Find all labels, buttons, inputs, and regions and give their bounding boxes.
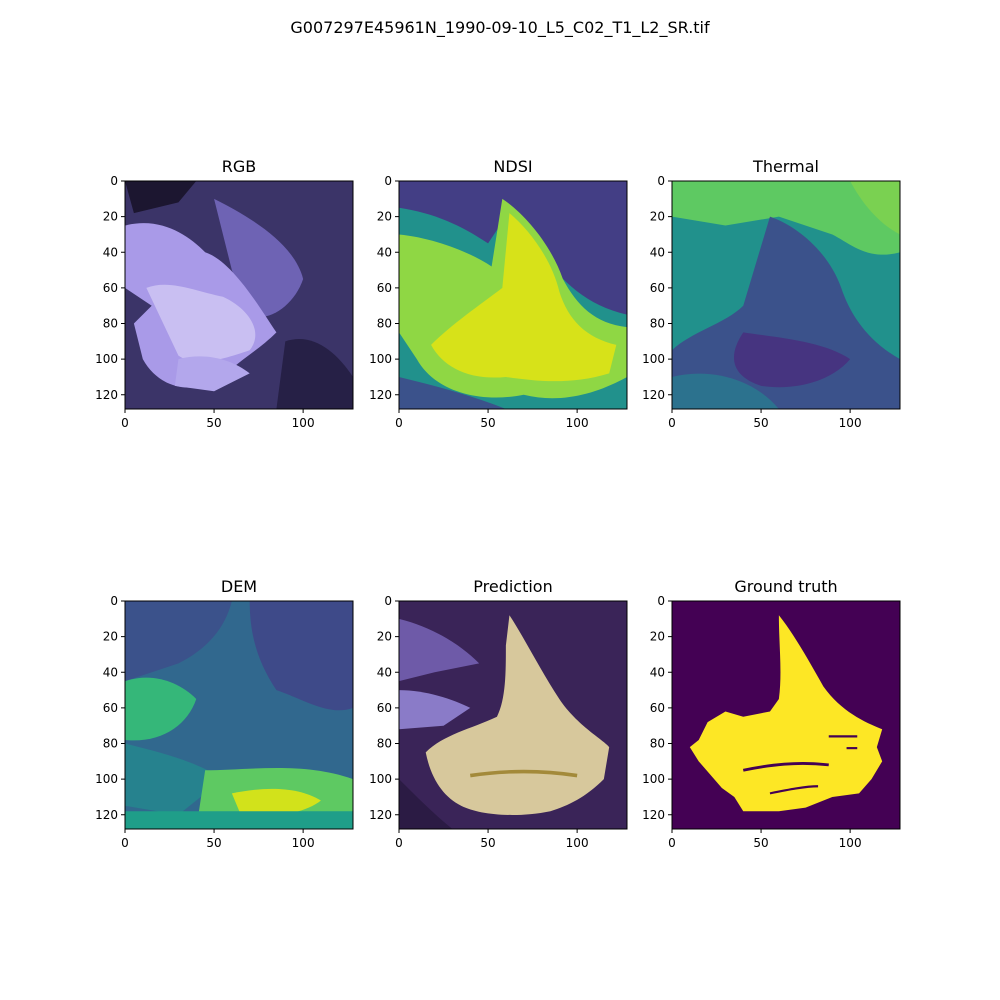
y-tick-label: 40 — [650, 665, 665, 679]
panel-title-dem: DEM — [220, 577, 258, 596]
y-tick-label: 100 — [95, 352, 118, 366]
y-tick-label: 120 — [642, 808, 665, 822]
panel-title-rgb: RGB — [221, 157, 257, 176]
y-tick-label: 100 — [369, 772, 392, 786]
panel-ndsi: NDSI — [399, 157, 627, 409]
panel-title-thermal: Thermal — [753, 157, 819, 176]
x-tick-label: 0 — [121, 836, 129, 850]
x-tick-label: 50 — [753, 416, 768, 430]
y-tick-label: 80 — [103, 737, 118, 751]
y-tick-label: 20 — [377, 630, 392, 644]
y-tick-label: 40 — [377, 245, 392, 259]
panel-ground-truth: Ground truth — [672, 577, 900, 829]
y-tick-label: 100 — [369, 352, 392, 366]
x-tick-label: 100 — [566, 836, 589, 850]
panel-title-ground-truth: Ground truth — [734, 577, 838, 596]
x-tick-label: 100 — [839, 416, 862, 430]
y-tick-label: 20 — [103, 210, 118, 224]
y-tick-label: 80 — [650, 317, 665, 331]
y-tick-label: 100 — [642, 352, 665, 366]
y-tick-label: 120 — [369, 808, 392, 822]
x-tick-label: 0 — [121, 416, 129, 430]
y-tick-label: 20 — [650, 210, 665, 224]
rgb-image — [125, 181, 353, 409]
panel-rgb: RGB — [125, 157, 353, 409]
x-tick-label: 50 — [480, 836, 495, 850]
y-tick-label: 40 — [650, 245, 665, 259]
y-tick-label: 120 — [95, 808, 118, 822]
x-tick-label: 100 — [292, 416, 315, 430]
dem-image — [125, 601, 353, 829]
y-tick-label: 100 — [642, 772, 665, 786]
y-tick-label: 80 — [650, 737, 665, 751]
y-tick-label: 0 — [384, 594, 392, 608]
y-tick-label: 100 — [95, 772, 118, 786]
panel-dem: DEM — [125, 577, 353, 829]
x-tick-label: 100 — [292, 836, 315, 850]
ground-truth-image — [672, 601, 900, 829]
y-tick-label: 0 — [657, 174, 665, 188]
panel-title-ndsi: NDSI — [493, 157, 533, 176]
x-tick-label: 0 — [668, 836, 676, 850]
x-tick-label: 100 — [566, 416, 589, 430]
prediction-image — [399, 601, 627, 829]
y-tick-label: 60 — [377, 701, 392, 715]
y-tick-label: 40 — [103, 665, 118, 679]
y-tick-label: 60 — [103, 281, 118, 295]
x-tick-label: 50 — [480, 416, 495, 430]
x-tick-label: 50 — [206, 836, 221, 850]
y-tick-label: 80 — [377, 317, 392, 331]
y-tick-label: 0 — [657, 594, 665, 608]
y-tick-label: 40 — [377, 665, 392, 679]
ndsi-image — [399, 181, 627, 409]
y-tick-label: 60 — [103, 701, 118, 715]
y-tick-label: 120 — [369, 388, 392, 402]
y-tick-label: 40 — [103, 245, 118, 259]
y-tick-label: 60 — [650, 701, 665, 715]
thermal-image — [672, 181, 900, 409]
panel-title-prediction: Prediction — [473, 577, 553, 596]
y-tick-label: 20 — [103, 630, 118, 644]
y-tick-label: 60 — [650, 281, 665, 295]
y-tick-label: 60 — [377, 281, 392, 295]
x-tick-label: 0 — [668, 416, 676, 430]
y-tick-label: 80 — [103, 317, 118, 331]
panel-prediction: Prediction — [399, 577, 627, 829]
y-tick-label: 120 — [642, 388, 665, 402]
x-tick-label: 0 — [395, 836, 403, 850]
y-tick-label: 0 — [110, 594, 118, 608]
x-tick-label: 50 — [206, 416, 221, 430]
x-tick-label: 100 — [839, 836, 862, 850]
y-tick-label: 20 — [650, 630, 665, 644]
y-tick-label: 20 — [377, 210, 392, 224]
y-tick-label: 0 — [110, 174, 118, 188]
x-tick-label: 50 — [753, 836, 768, 850]
y-tick-label: 80 — [377, 737, 392, 751]
figure-title: G007297E45961N_1990-09-10_L5_C02_T1_L2_S… — [290, 18, 710, 37]
y-tick-label: 120 — [95, 388, 118, 402]
y-tick-label: 0 — [384, 174, 392, 188]
panel-thermal: Thermal — [672, 157, 900, 409]
x-tick-label: 0 — [395, 416, 403, 430]
